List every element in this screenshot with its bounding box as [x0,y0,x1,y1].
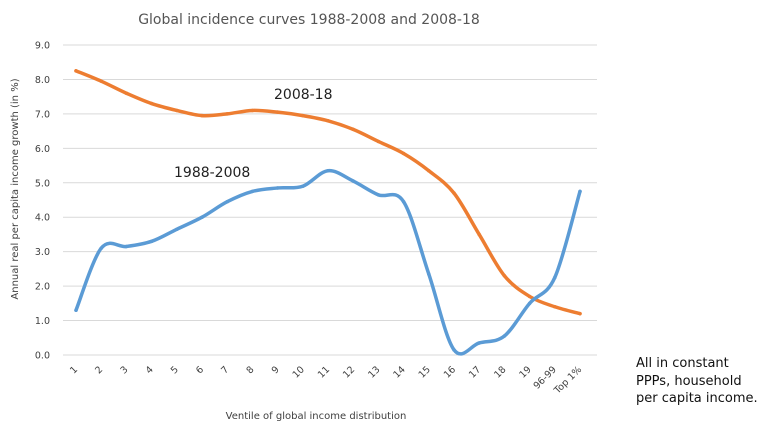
data-point [301,113,305,118]
gridlines [63,44,597,356]
data-point [99,246,103,250]
chart-title: Global incidence curves 1988-2008 and 20… [138,12,480,28]
data-point [502,334,507,338]
data-point [427,168,431,173]
data-point [301,184,305,188]
x-tick-label: 11 [316,364,332,380]
x-tick-label: 5 [169,364,181,376]
x-tick-label: 3 [118,364,130,376]
y-tick-label: 0.0 [35,351,50,362]
x-tick-label: 17 [467,364,483,380]
y-tick-label: 5.0 [35,178,50,189]
data-point [527,301,532,306]
y-axis-ticks: 0.0 1.0 2.0 3.0 4.0 5.0 6.0 7.0 8.0 9.0 [35,41,50,362]
x-tick-label: 2 [93,364,105,376]
x-tick-label: 18 [492,364,508,380]
data-point [250,189,255,194]
data-point [275,186,280,190]
data-point [477,232,481,237]
y-tick-label: 3.0 [35,247,50,258]
x-tick-label: 15 [417,364,433,380]
data-point [225,112,229,116]
x-tick-label: 14 [391,364,407,380]
data-point [477,341,481,345]
data-point [553,275,557,280]
y-tick-label: 1.0 [35,316,50,327]
data-point [527,294,532,299]
series-label-1988-2008: 1988-2008 [174,165,250,181]
x-tick-label: 19 [517,364,533,380]
x-tick-label: 12 [341,364,357,380]
data-point [200,113,204,118]
footnote-line: PPPs, household [636,373,742,389]
data-point [326,119,330,123]
y-tick-label: 4.0 [35,213,50,224]
data-point [351,127,355,132]
data-point [326,168,330,173]
footnote-line: All in constant [636,356,729,371]
x-tick-label: 10 [291,364,307,380]
x-tick-label: 16 [442,364,458,380]
footnote-line: per capita income. [636,391,758,406]
series-label-2008-18: 2008-18 [274,87,333,103]
y-tick-label: 2.0 [35,282,50,293]
data-point [275,110,280,114]
data-point [376,139,381,144]
data-point [427,272,431,276]
data-point [578,189,582,194]
data-point [225,199,229,204]
data-point [124,244,129,249]
x-tick-label: 7 [219,364,231,376]
data-point [452,191,456,195]
x-tick-label: 13 [366,364,382,380]
footnote: All in constant PPPs, household per capi… [636,355,773,408]
data-point [401,199,406,204]
x-tick-label: 1 [68,364,80,376]
data-point [74,69,78,73]
data-point [401,151,406,156]
x-axis-title: Ventile of global income distribution [226,411,407,422]
data-point [200,215,204,219]
y-tick-label: 8.0 [35,75,50,86]
y-tick-label: 6.0 [35,144,50,155]
x-tick-label: 8 [244,364,256,376]
series-line [74,168,582,356]
data-point [553,305,557,309]
x-tick-label: 4 [144,364,156,376]
data-point [452,348,456,352]
x-tick-label: 6 [194,364,206,376]
series-lines [74,69,582,356]
x-tick-label: Top 1% [552,364,585,397]
y-tick-label: 9.0 [35,41,50,52]
data-point [175,108,179,113]
data-point [376,193,381,197]
x-tick-label: 9 [270,364,282,376]
data-point [578,311,582,316]
data-point [351,179,355,183]
y-axis-title: Annual real per capita income growth (in… [10,78,21,299]
data-point [124,91,129,95]
data-point [149,101,154,106]
data-point [250,108,255,113]
data-point [502,274,507,278]
data-point [99,79,103,83]
data-point [149,239,154,244]
data-point [175,227,179,232]
data-point [74,308,78,312]
y-tick-label: 7.0 [35,109,50,120]
